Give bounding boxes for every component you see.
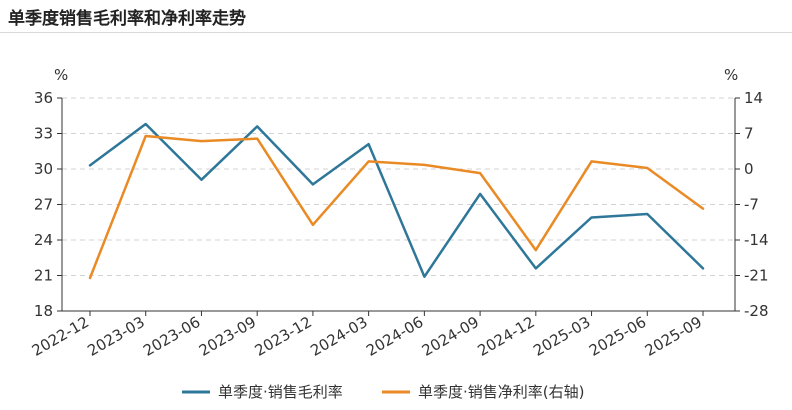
x-tick-label: 2023-06	[140, 313, 203, 360]
y-axis-right-unit: %	[724, 66, 738, 84]
y-right-tick-label: -21	[744, 267, 769, 285]
y-left-tick-label: 18	[34, 302, 53, 320]
series-line-2	[88, 134, 705, 280]
y-axis-left-unit: %	[54, 66, 68, 84]
x-tick-label: 2024-12	[475, 313, 538, 360]
y-right-tick-label: 7	[744, 125, 754, 143]
legend-label: 单季度·销售毛利率	[218, 383, 343, 401]
x-tick-label: 2023-09	[196, 313, 259, 360]
y-left-tick-label: 24	[34, 231, 53, 249]
x-tick-label: 2025-03	[530, 313, 593, 360]
x-tick-label: 2024-06	[363, 313, 426, 360]
y-left-tick-label: 30	[34, 160, 53, 178]
legend-item[interactable]: 单季度·销售毛利率	[182, 383, 343, 401]
chart-title: 单季度销售毛利率和净利率走势	[8, 9, 246, 29]
x-tick-label: 2025-09	[642, 313, 705, 360]
y-left-tick-label: 33	[34, 125, 53, 143]
legend-item[interactable]: 单季度·销售净利率(右轴)	[382, 383, 584, 401]
y-right-tick-label: 14	[744, 89, 763, 107]
y-axis-left-ticks: 36 33 30 27 24 21 18	[34, 89, 62, 320]
y-right-tick-label: 0	[744, 160, 754, 178]
x-axis-ticks: 2022-122023-032023-062023-092023-122024-…	[29, 311, 705, 360]
title-bar: 单季度销售毛利率和净利率走势	[0, 0, 792, 33]
x-tick-label: 2023-12	[252, 313, 315, 360]
legend-label: 单季度·销售净利率(右轴)	[418, 383, 584, 401]
y-right-tick-label: -7	[744, 196, 759, 214]
y-left-tick-label: 21	[34, 267, 53, 285]
x-tick-label: 2024-03	[307, 313, 370, 360]
y-axis-right-ticks: 14 7 0 -7 -14 -21 -28	[735, 89, 769, 320]
grid-lines	[62, 97, 735, 276]
series-lines	[88, 122, 705, 280]
y-left-tick-label: 27	[34, 196, 53, 214]
x-tick-label: 2025-06	[586, 313, 649, 360]
x-tick-label: 2023-03	[84, 313, 147, 360]
y-left-tick-label: 36	[34, 89, 53, 107]
legend[interactable]: 单季度·销售毛利率 单季度·销售净利率(右轴)	[182, 383, 584, 401]
x-tick-label: 2024-09	[419, 313, 482, 360]
y-right-tick-label: -28	[744, 302, 769, 320]
y-right-tick-label: -14	[744, 231, 769, 249]
series-line-1	[88, 122, 705, 278]
